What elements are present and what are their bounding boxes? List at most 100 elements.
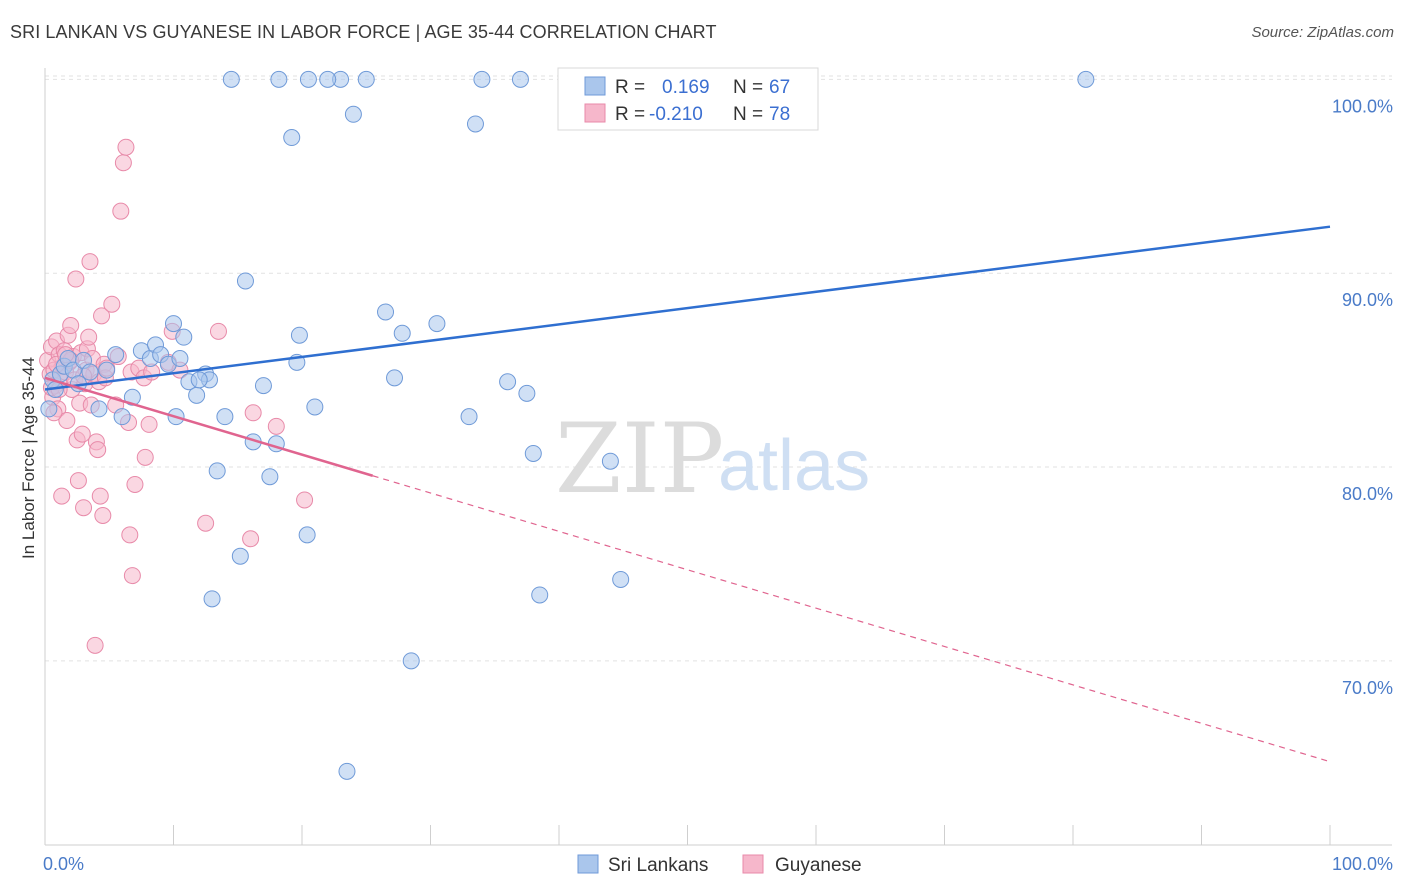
- chart-title: SRI LANKAN VS GUYANESE IN LABOR FORCE | …: [10, 22, 717, 42]
- point-sri-lankans: [231, 547, 249, 565]
- point-guyanese: [121, 526, 139, 544]
- point-sri-lankans: [190, 371, 208, 389]
- point-sri-lankans: [473, 70, 491, 88]
- point-sri-lankans: [338, 762, 356, 780]
- legend-swatch-pink: [584, 103, 606, 123]
- point-sri-lankans: [175, 328, 193, 346]
- y-tick-label: 80.0%: [1342, 484, 1393, 504]
- point-guyanese: [80, 328, 98, 346]
- point-guyanese: [140, 415, 158, 433]
- point-guyanese: [67, 270, 85, 288]
- point-sri-lankans: [499, 373, 517, 391]
- point-guyanese: [73, 425, 91, 443]
- point-guyanese: [112, 202, 130, 220]
- legend-n-label-2: N =: [733, 104, 763, 125]
- bottom-legend-swatch-guyanese: [742, 854, 764, 874]
- point-sri-lankans: [466, 115, 484, 133]
- point-sri-lankans: [90, 400, 108, 418]
- point-guyanese: [296, 491, 314, 509]
- legend-n-value-1: 67: [769, 77, 790, 98]
- point-sri-lankans: [531, 586, 549, 604]
- x-tick-label-min: 0.0%: [43, 854, 84, 874]
- watermark: ZIP atlas: [555, 403, 870, 515]
- y-tick-labels: 70.0% 80.0% 90.0% 100.0%: [1332, 96, 1393, 697]
- point-sri-lankans: [222, 70, 240, 88]
- point-sri-lankans: [208, 462, 226, 480]
- point-guyanese: [242, 530, 260, 548]
- point-guyanese: [86, 636, 104, 654]
- bottom-legend-swatch-sri-lankans: [577, 854, 599, 874]
- source-label: Source: ZipAtlas.com: [1251, 24, 1394, 41]
- point-sri-lankans: [511, 70, 529, 88]
- point-guyanese: [114, 154, 132, 172]
- point-sri-lankans: [113, 408, 131, 426]
- point-sri-lankans: [319, 70, 337, 88]
- point-sri-lankans: [393, 324, 411, 342]
- point-sri-lankans: [188, 386, 206, 404]
- point-sri-lankans: [344, 105, 362, 123]
- trend-line-guyanese-solid: [44, 376, 374, 477]
- point-sri-lankans: [377, 303, 395, 321]
- point-sri-lankans: [298, 526, 316, 544]
- point-sri-lankans: [612, 570, 630, 588]
- point-sri-lankans: [290, 326, 308, 344]
- point-sri-lankans: [236, 272, 254, 290]
- legend-r-value-1: 0.169: [662, 77, 710, 98]
- legend-n-label-1: N =: [733, 77, 763, 98]
- point-guyanese: [81, 253, 99, 271]
- point-sri-lankans: [524, 444, 542, 462]
- point-guyanese: [209, 322, 227, 340]
- legend-n-value-2: 78: [769, 104, 790, 125]
- grid-lines: [45, 75, 1392, 662]
- point-sri-lankans: [98, 361, 116, 379]
- series-guyanese-points: [39, 138, 314, 654]
- trend-lines: [44, 225, 1331, 763]
- x-tick-labels: 0.0% 100.0%: [43, 854, 1393, 874]
- point-sri-lankans: [216, 408, 234, 426]
- point-sri-lankans: [460, 408, 478, 426]
- y-tick-label: 70.0%: [1342, 678, 1393, 698]
- point-guyanese: [244, 404, 262, 422]
- series-sri-lankans-points: [40, 70, 1095, 780]
- bottom-legend-guyanese: Guyanese: [775, 855, 862, 876]
- point-sri-lankans: [357, 70, 375, 88]
- point-sri-lankans: [428, 315, 446, 333]
- point-sri-lankans: [261, 468, 279, 486]
- point-guyanese: [103, 295, 121, 313]
- watermark-zip: ZIP: [555, 403, 724, 515]
- axes: [44, 68, 1392, 846]
- point-sri-lankans: [107, 346, 125, 364]
- point-sri-lankans: [386, 369, 404, 387]
- point-guyanese: [53, 487, 71, 505]
- point-sri-lankans: [518, 384, 536, 402]
- point-sri-lankans: [171, 349, 189, 367]
- point-sri-lankans: [165, 315, 182, 333]
- y-axis-label: In Labor Force | Age 35-44: [19, 357, 38, 559]
- point-sri-lankans: [402, 652, 420, 670]
- point-sri-lankans: [601, 452, 619, 470]
- legend-r-value-2: -0.210: [649, 104, 703, 125]
- legend-r-label-2: R =: [615, 104, 645, 125]
- point-sri-lankans: [270, 70, 288, 88]
- point-guyanese: [62, 317, 80, 335]
- point-sri-lankans: [203, 590, 221, 608]
- point-sri-lankans: [1077, 70, 1095, 88]
- y-tick-label: 100.0%: [1332, 96, 1393, 116]
- y-tick-label: 90.0%: [1342, 290, 1393, 310]
- point-guyanese: [94, 506, 112, 524]
- point-sri-lankans: [81, 363, 99, 381]
- point-guyanese: [267, 417, 285, 435]
- point-guyanese: [75, 499, 93, 517]
- legend-swatch-blue: [584, 76, 606, 96]
- trend-line-sri-lankans: [44, 225, 1331, 391]
- bottom-legend: Sri Lankans Guyanese: [577, 854, 862, 876]
- x-tick-label-max: 100.0%: [1332, 854, 1393, 874]
- point-guyanese: [126, 475, 144, 493]
- point-sri-lankans: [299, 70, 317, 88]
- point-guyanese: [136, 448, 154, 466]
- point-guyanese: [123, 567, 141, 585]
- point-sri-lankans: [40, 400, 58, 418]
- legend-box: R = 0.169 N = 67 R = -0.210 N = 78: [557, 67, 819, 131]
- point-guyanese: [117, 138, 135, 156]
